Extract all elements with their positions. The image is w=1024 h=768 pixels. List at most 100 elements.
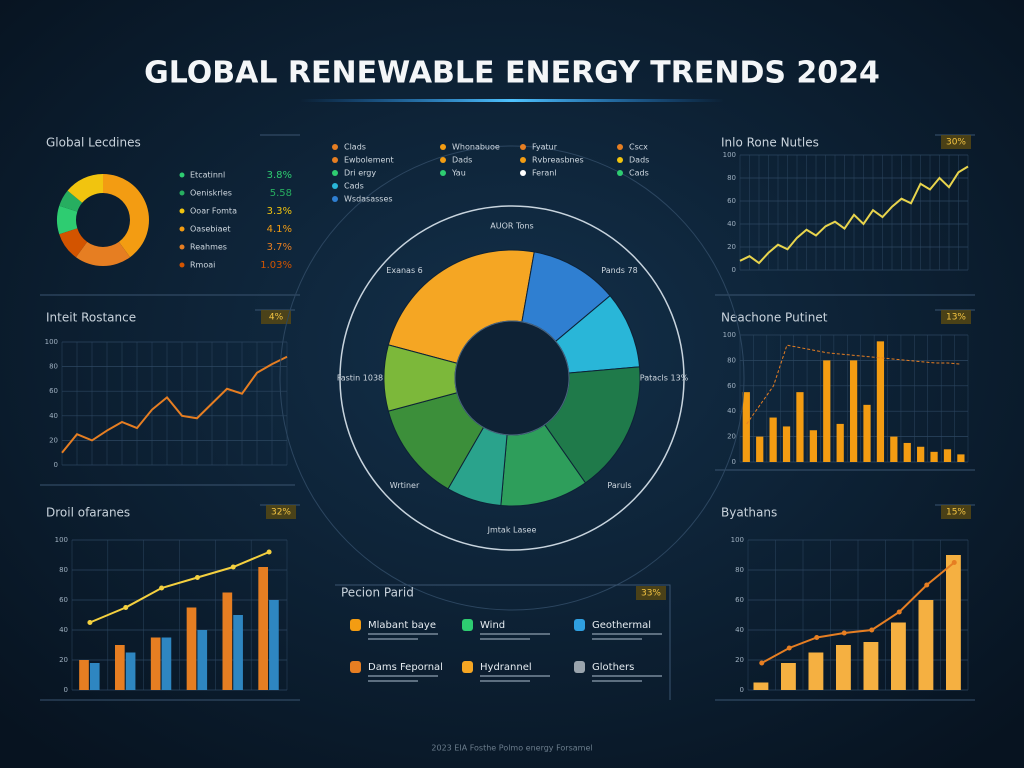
item-desc <box>368 680 418 682</box>
line <box>746 344 962 425</box>
line <box>61 355 288 454</box>
legend-value: 5.58 <box>270 188 292 199</box>
y-tick-label: 0 <box>732 266 736 274</box>
legend-label: Dads <box>452 156 472 165</box>
item-name: Glothers <box>592 662 634 673</box>
item-desc <box>480 675 550 677</box>
legend-value: 3.7% <box>267 242 292 253</box>
y-tick-label: 0 <box>732 458 736 466</box>
line-point <box>951 560 957 565</box>
bar <box>769 417 777 462</box>
line-point <box>924 582 930 588</box>
item-desc <box>592 675 662 677</box>
legend-dot <box>179 172 185 178</box>
y-tick-label: 0 <box>54 461 58 469</box>
line <box>739 165 969 265</box>
bar <box>756 436 764 462</box>
y-tick-label: 100 <box>45 338 58 346</box>
y-tick-label: 20 <box>59 656 68 664</box>
radial-label: Patacls 13% <box>640 374 689 383</box>
item-desc <box>368 633 438 635</box>
donut-segment <box>75 241 131 266</box>
bar <box>222 592 233 690</box>
radial-label: Jmtak Lasee <box>487 526 537 535</box>
radial-label: Wrtiner <box>390 481 420 490</box>
y-tick-label: 80 <box>735 566 744 574</box>
legend-dot <box>520 144 526 150</box>
title-glow <box>300 99 724 102</box>
legend-label: Cscx <box>629 143 648 152</box>
y-tick-label: 20 <box>49 436 58 444</box>
donut-segment <box>59 190 83 212</box>
y-tick-label: 100 <box>55 536 68 544</box>
y-tick-label: 80 <box>49 363 58 371</box>
radial-label: Exanas 6 <box>386 266 422 275</box>
bar <box>836 423 844 462</box>
bar <box>943 449 952 462</box>
line <box>761 561 955 664</box>
line-point <box>814 635 820 640</box>
y-tick-label: 20 <box>727 433 736 441</box>
bar <box>890 436 898 462</box>
legend-label: Reahmes <box>190 243 227 252</box>
legend-label: Cads <box>629 169 649 178</box>
y-tick-label: 40 <box>735 626 744 634</box>
bar <box>876 341 885 462</box>
panel-title: Pecion Parid <box>341 586 414 600</box>
y-tick-label: 40 <box>59 626 68 634</box>
line-point <box>786 645 792 651</box>
legend-dot <box>440 170 446 176</box>
legend-label: Oeniskrles <box>190 189 232 198</box>
item-icon <box>350 619 361 631</box>
y-tick-label: 20 <box>735 656 744 664</box>
y-tick-label: 80 <box>727 174 736 182</box>
legend-label: Clads <box>344 143 366 152</box>
outer-ring <box>339 205 685 551</box>
legend-dot <box>332 157 338 163</box>
bar <box>808 652 824 690</box>
bar <box>957 454 965 462</box>
bar <box>197 630 208 690</box>
badge <box>266 505 296 519</box>
panel-title: Neachone Putinet <box>721 311 828 325</box>
donut-segment <box>67 174 103 203</box>
legend-label: Rmoai <box>190 261 215 270</box>
y-tick-label: 40 <box>727 220 736 228</box>
legend-dot <box>179 262 185 268</box>
legend-value: 3.3% <box>267 206 292 217</box>
hole <box>454 320 570 436</box>
panel-title: Global Lecdines <box>46 136 141 150</box>
y-tick-label: 60 <box>49 387 58 395</box>
radial-label: AUOR Tons <box>490 222 533 231</box>
legend-dot <box>332 144 338 150</box>
legend-label: Dads <box>629 156 649 165</box>
item-desc <box>592 633 662 635</box>
item-desc <box>592 680 642 682</box>
bar <box>150 637 161 690</box>
legend-dot <box>332 170 338 176</box>
legend-label: Whonabuoe <box>452 143 500 152</box>
bar <box>125 652 136 690</box>
bar <box>161 637 172 690</box>
legend-label: Yau <box>451 169 466 178</box>
bar <box>781 663 796 690</box>
radial-label: Pands 78 <box>601 266 637 275</box>
badge-text: 13% <box>946 313 966 323</box>
bar <box>903 442 911 462</box>
item-name: Wind <box>480 620 505 631</box>
bar <box>796 392 804 462</box>
legend-dot <box>440 157 446 163</box>
line <box>89 551 270 624</box>
y-tick-label: 100 <box>723 331 736 339</box>
bar <box>258 567 269 690</box>
ring <box>279 145 745 611</box>
panel-title: Inlo Rone Nutles <box>721 136 819 150</box>
y-tick-label: 20 <box>727 243 736 251</box>
title: GLOBAL RENEWABLE ENERGY TRENDS 2024 <box>144 56 880 91</box>
item-name: Mlabant baye <box>368 620 436 631</box>
panel-title: Byathans <box>721 506 777 520</box>
item-desc <box>368 638 418 640</box>
item-desc <box>592 638 642 640</box>
bar <box>946 555 961 690</box>
bar <box>742 392 750 462</box>
